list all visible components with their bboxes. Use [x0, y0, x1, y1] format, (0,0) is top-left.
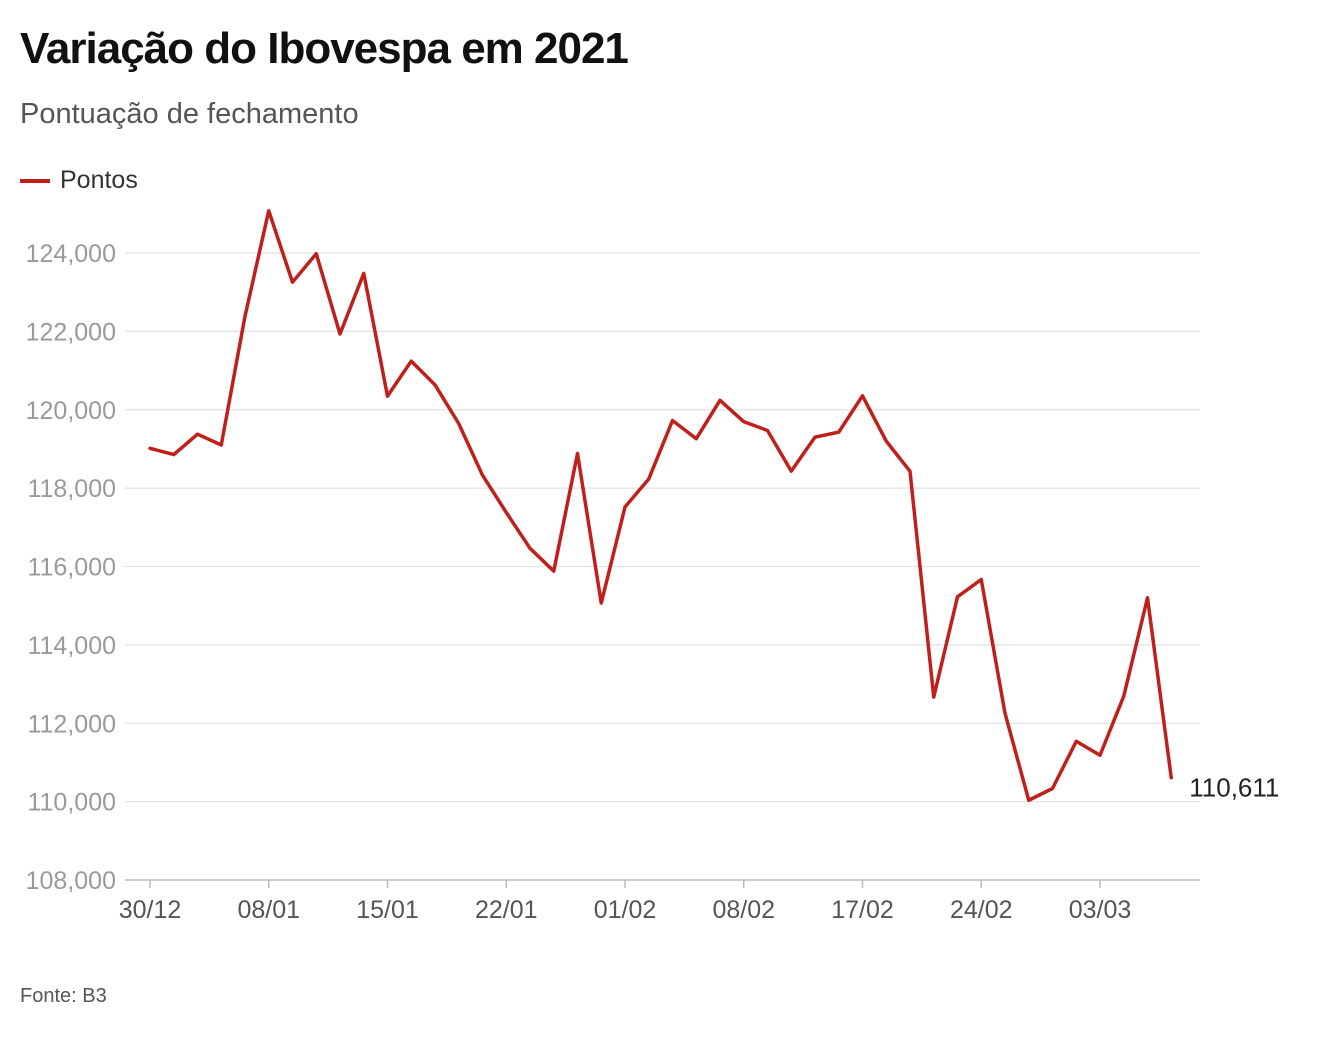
x-tick-label: 24/02 — [950, 896, 1013, 924]
end-value-label: 110,611 — [1189, 773, 1279, 803]
y-tick-label: 110,000 — [27, 789, 116, 817]
x-tick-label: 03/03 — [1069, 896, 1132, 924]
x-tick-label: 15/01 — [356, 896, 419, 924]
series-line-pontos — [148, 209, 1173, 802]
x-tick-label: 30/12 — [119, 896, 182, 924]
x-tick-label: 08/01 — [237, 896, 300, 924]
x-tick-label: 22/01 — [475, 896, 538, 924]
y-tick-label: 108,000 — [26, 867, 116, 895]
y-tick-label: 122,000 — [26, 318, 116, 346]
chart-title: Variação do Ibovespa em 2021 — [20, 24, 629, 73]
source-note: Fonte: B3 — [20, 985, 107, 1007]
y-tick-label: 118,000 — [27, 475, 116, 503]
legend: Pontos — [20, 166, 138, 195]
y-axis-ticks: 108,000 110,000 112,000 114,000 116,000 118,0… — [26, 240, 116, 895]
legend-label-pontos: Pontos — [60, 166, 138, 194]
x-tick-label: 17/02 — [831, 896, 894, 924]
y-tick-label: 124,000 — [26, 240, 116, 268]
y-tick-label: 112,000 — [27, 710, 116, 738]
x-tick-label: 08/02 — [712, 896, 775, 924]
x-tick-label: 01/02 — [594, 896, 657, 924]
legend-swatch — [20, 178, 50, 183]
y-tick-label: 120,000 — [26, 397, 116, 425]
y-tick-label: 114,000 — [27, 632, 116, 660]
chart-subtitle: Pontuação de fechamento — [20, 98, 359, 130]
x-axis-ticks: 30/12 08/01 15/01 22/01 01/02 08/02 17/02 24/02… — [119, 880, 1132, 924]
y-tick-label: 116,000 — [27, 554, 116, 582]
grid-lines — [125, 252, 1200, 881]
